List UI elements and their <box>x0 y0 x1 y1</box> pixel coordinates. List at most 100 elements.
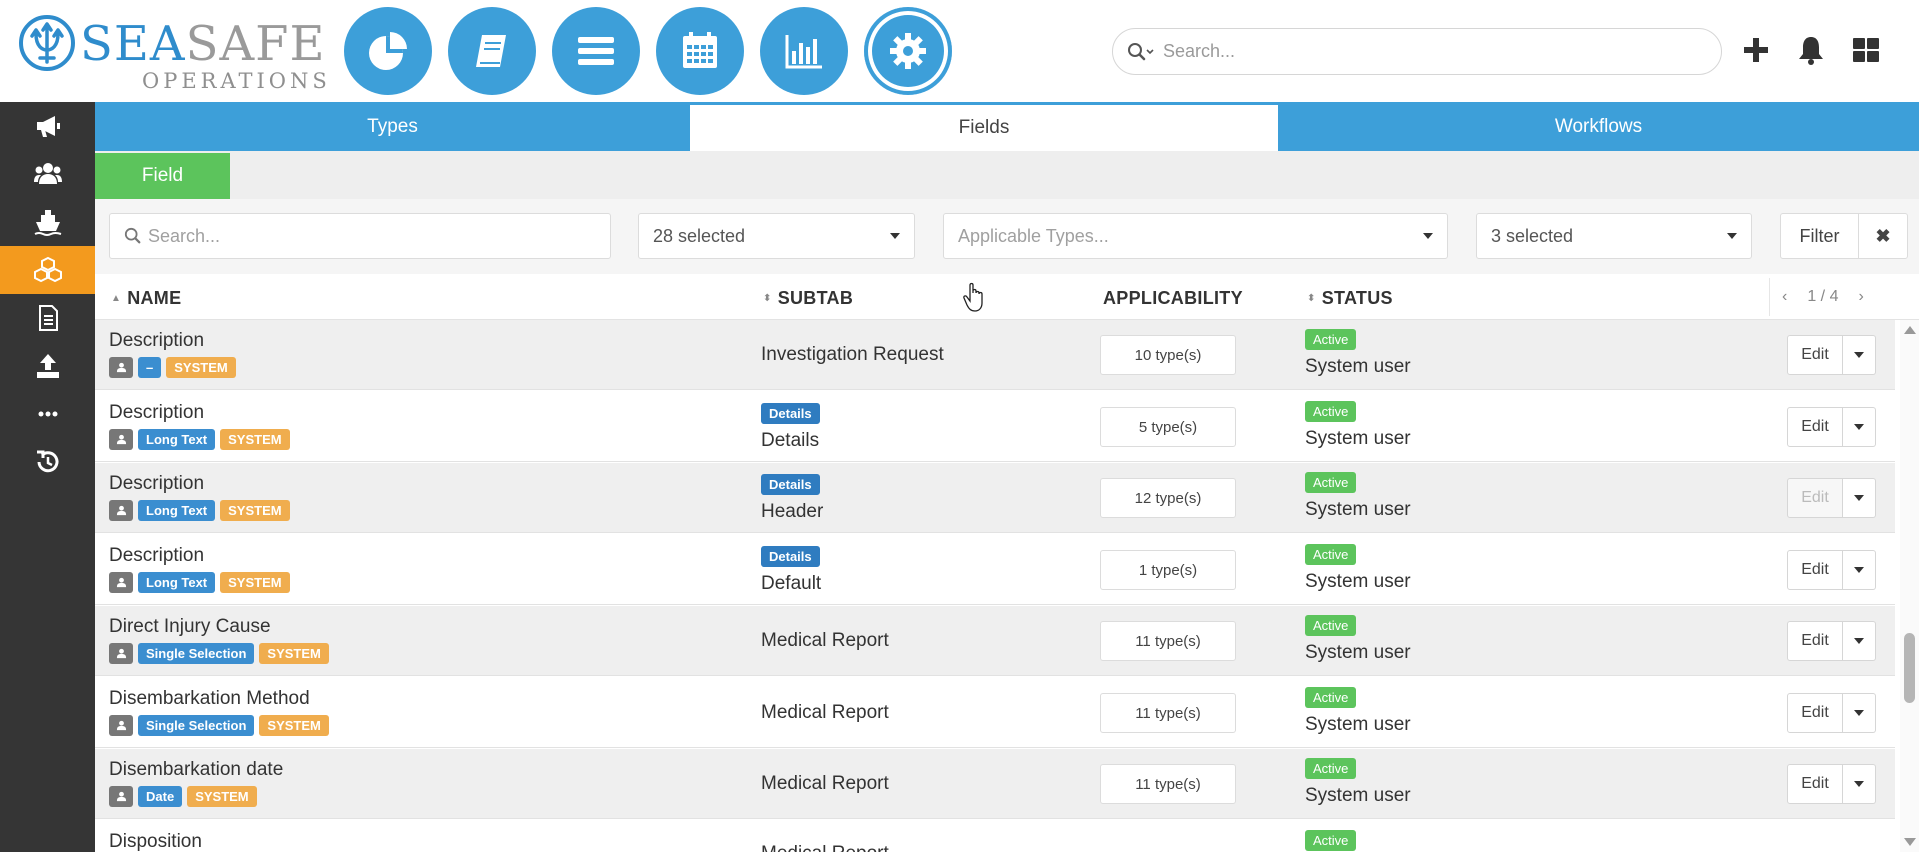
field-badges: Long Text SYSTEM <box>109 572 290 593</box>
edit-button-group: Edit <box>1787 478 1876 518</box>
subtab-name: Medical Report <box>761 773 889 794</box>
edit-button[interactable]: Edit <box>1787 550 1843 590</box>
edit-dropdown-toggle[interactable] <box>1843 621 1876 661</box>
field-type-badge: Single Selection <box>138 715 255 736</box>
sidebar-item-vessels[interactable] <box>0 198 95 246</box>
table-row[interactable]: Disposition Medical Report Active <box>95 821 1895 852</box>
sidebar-item-documents[interactable] <box>0 294 95 342</box>
apps-grid-button[interactable] <box>1850 34 1882 71</box>
chevron-down-icon <box>1854 781 1864 787</box>
table-row[interactable]: Disembarkation Method Single Selection SYS… <box>95 678 1895 748</box>
field-name: Disposition <box>109 831 202 852</box>
applicability-button[interactable]: 5 type(s) <box>1100 407 1236 447</box>
plus-icon <box>1744 38 1768 62</box>
applicability-button[interactable]: 11 type(s) <box>1100 764 1236 804</box>
filter-button[interactable]: Filter <box>1780 213 1859 259</box>
applicability-button[interactable]: 11 type(s) <box>1100 621 1236 661</box>
status-user: System user <box>1305 785 1411 806</box>
edit-button[interactable]: Edit <box>1787 693 1843 733</box>
pager-next-button[interactable]: › <box>1858 288 1864 305</box>
table-header: ▲ NAME ⬍ SUBTAB APPLICABILITY ⬍ STATUS ‹ 1 … <box>95 274 1919 320</box>
edit-button[interactable]: Edit <box>1787 764 1843 804</box>
calendar-nav-button[interactable] <box>656 7 744 95</box>
field-badges: Date SYSTEM <box>109 786 257 807</box>
settings-nav-button[interactable] <box>864 7 952 95</box>
status-filter-select[interactable]: 3 selected <box>1476 213 1752 259</box>
edit-dropdown-toggle[interactable] <box>1843 550 1876 590</box>
column-header-subtab[interactable]: ⬍ SUBTAB <box>763 288 854 308</box>
subtab-name: Details <box>761 430 820 451</box>
table-scrollbar[interactable] <box>1900 320 1919 852</box>
scroll-thumb[interactable] <box>1904 633 1915 703</box>
logbook-nav-button[interactable] <box>448 7 536 95</box>
subtab-group-badge: Details <box>761 546 820 567</box>
applicability-button[interactable]: 12 type(s) <box>1100 478 1236 518</box>
field-search-box[interactable] <box>109 213 611 259</box>
edit-button[interactable]: Edit <box>1787 621 1843 661</box>
sidebar-item-history[interactable] <box>0 438 95 486</box>
chevron-down-icon <box>1854 638 1864 644</box>
table-row[interactable]: Description Long Text SYSTEM Details Details… <box>95 392 1895 462</box>
global-search[interactable] <box>1112 28 1722 75</box>
user-icon <box>109 786 133 807</box>
tab-types[interactable]: Types <box>367 115 418 137</box>
applicability-button[interactable]: 11 type(s) <box>1100 693 1236 733</box>
subtab-filter-select[interactable]: 28 selected <box>638 213 915 259</box>
clear-filter-button[interactable]: ✖ <box>1858 213 1908 259</box>
pie-chart-icon <box>369 32 407 70</box>
search-icon <box>124 227 141 244</box>
table-row[interactable]: Description – SYSTEM Investigation Request 1… <box>95 320 1895 390</box>
table-row[interactable]: Direct Injury Cause Single Selection SYSTE… <box>95 606 1895 676</box>
edit-dropdown-toggle[interactable] <box>1843 764 1876 804</box>
list-nav-button[interactable] <box>552 7 640 95</box>
edit-button-group: Edit <box>1787 621 1876 661</box>
pager-prev-button[interactable]: ‹ <box>1782 288 1788 305</box>
sidebar-item-upload[interactable] <box>0 342 95 390</box>
notifications-button[interactable] <box>1795 34 1827 71</box>
global-search-input[interactable] <box>1163 41 1703 62</box>
sidebar-item-users[interactable] <box>0 150 95 198</box>
table-row[interactable]: Description Long Text SYSTEM Details Default… <box>95 535 1895 605</box>
seasafe-logo[interactable]: SEASAFE OPERATIONS <box>18 12 327 92</box>
scroll-up-arrow[interactable] <box>1904 326 1916 334</box>
table-row[interactable]: Disembarkation date Date SYSTEM Medical Rep… <box>95 749 1895 819</box>
user-icon <box>109 643 133 664</box>
system-badge: SYSTEM <box>220 429 290 450</box>
field-name: Disembarkation date <box>109 759 284 780</box>
dashboard-nav-button[interactable] <box>344 7 432 95</box>
reports-nav-button[interactable] <box>760 7 848 95</box>
edit-button[interactable]: Edit <box>1787 407 1843 447</box>
column-header-name[interactable]: ▲ NAME <box>111 288 182 308</box>
document-icon <box>38 305 58 331</box>
applicability-button[interactable]: 10 type(s) <box>1100 335 1236 375</box>
edit-dropdown-toggle[interactable] <box>1843 407 1876 447</box>
status-badge: Active <box>1305 544 1357 565</box>
subtab-filter-value: 28 selected <box>653 225 746 246</box>
field-search-input[interactable] <box>148 225 588 247</box>
sidebar-item-configuration[interactable] <box>0 246 95 294</box>
add-button[interactable] <box>1740 34 1772 71</box>
subtab-bar: Field <box>95 151 1919 199</box>
subtab-field[interactable]: Field <box>95 153 230 199</box>
edit-dropdown-toggle[interactable] <box>1843 335 1876 375</box>
status-user: System user <box>1305 714 1411 735</box>
sidebar-item-announcements[interactable] <box>0 102 95 150</box>
edit-button-group: Edit <box>1787 335 1876 375</box>
edit-dropdown-toggle[interactable] <box>1843 693 1876 733</box>
tab-workflows[interactable]: Workflows <box>1554 115 1643 137</box>
edit-button[interactable]: Edit <box>1787 335 1843 375</box>
sidebar-item-more[interactable] <box>0 390 95 438</box>
applicability-button[interactable]: 1 type(s) <box>1100 550 1236 590</box>
field-name: Description <box>109 330 205 351</box>
edit-dropdown-toggle[interactable] <box>1843 478 1876 518</box>
applicable-types-select[interactable]: Applicable Types... <box>943 213 1448 259</box>
column-header-status[interactable]: ⬍ STATUS <box>1307 288 1393 308</box>
tab-fields[interactable]: Fields <box>690 105 1278 151</box>
field-badges: Single Selection SYSTEM <box>109 715 329 736</box>
chevron-down-icon <box>1854 710 1864 716</box>
filter-bar: 28 selected Applicable Types... 3 select… <box>95 199 1919 274</box>
chevron-down-icon <box>1854 352 1864 358</box>
edit-button[interactable]: Edit <box>1787 478 1843 518</box>
table-row[interactable]: Description Long Text SYSTEM Details Header 1… <box>95 463 1895 533</box>
scroll-down-arrow[interactable] <box>1904 838 1916 846</box>
